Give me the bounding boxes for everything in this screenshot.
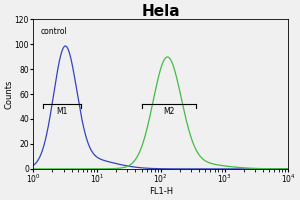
X-axis label: FL1-H: FL1-H <box>149 187 173 196</box>
Text: M2: M2 <box>163 107 175 116</box>
Y-axis label: Counts: Counts <box>4 79 13 109</box>
Text: M1: M1 <box>56 107 68 116</box>
Title: Hela: Hela <box>142 4 180 19</box>
Text: control: control <box>41 27 68 36</box>
